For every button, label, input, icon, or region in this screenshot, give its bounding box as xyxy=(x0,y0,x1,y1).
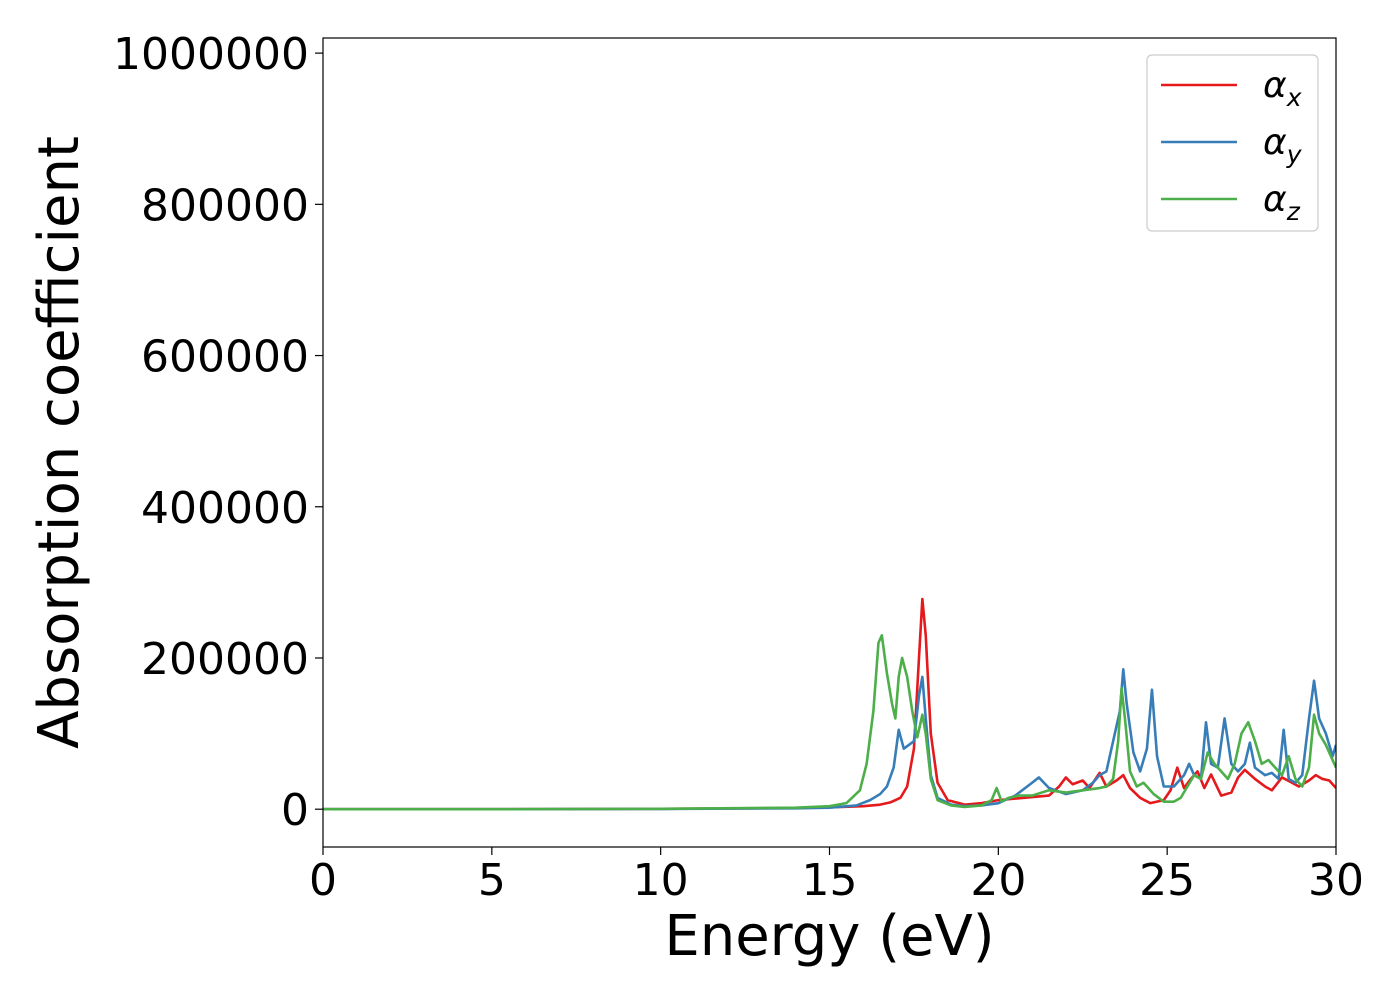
x-axis-label: Energy (eV) xyxy=(664,904,994,969)
y-tick-label: 600000 xyxy=(141,332,309,383)
y-tick-label: 800000 xyxy=(141,180,309,231)
legend-label-y: αy xyxy=(1263,122,1303,169)
y-tick-label: 200000 xyxy=(141,634,309,685)
y-tick-label: 0 xyxy=(281,785,309,836)
x-tick-label: 5 xyxy=(478,855,506,906)
x-tick-label: 15 xyxy=(802,855,858,906)
legend: αx αy αz xyxy=(1146,54,1319,232)
y-tick-label: 1000000 xyxy=(113,29,309,80)
legend-label-x: αx xyxy=(1263,65,1302,112)
x-tick-label: 25 xyxy=(1139,855,1195,906)
x-tick-label: 30 xyxy=(1308,855,1364,906)
y-axis: 0 200000 400000 600000 800000 1000000 xyxy=(113,29,323,836)
plot-area xyxy=(323,597,1336,811)
x-axis: 0 5 10 15 20 25 30 xyxy=(309,847,1364,906)
series-line-y xyxy=(323,668,1336,811)
series-line-z xyxy=(323,634,1336,811)
y-tick-label: 400000 xyxy=(141,483,309,534)
x-tick-label: 20 xyxy=(970,855,1026,906)
series-line-x xyxy=(323,597,1336,811)
y-axis-label: Absorption coefficient xyxy=(27,136,92,749)
x-tick-label: 0 xyxy=(309,855,337,906)
x-tick-label: 10 xyxy=(633,855,689,906)
legend-label-z: αz xyxy=(1263,179,1301,226)
